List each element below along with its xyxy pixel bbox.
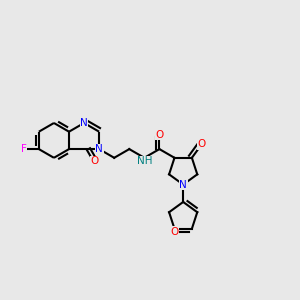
Text: O: O — [170, 227, 178, 237]
Text: O: O — [197, 139, 206, 149]
Text: O: O — [91, 156, 99, 166]
Text: NH: NH — [136, 156, 152, 167]
Text: N: N — [80, 118, 88, 128]
Text: F: F — [21, 144, 27, 154]
Text: O: O — [155, 130, 164, 140]
Text: N: N — [179, 180, 187, 190]
Text: N: N — [95, 144, 103, 154]
